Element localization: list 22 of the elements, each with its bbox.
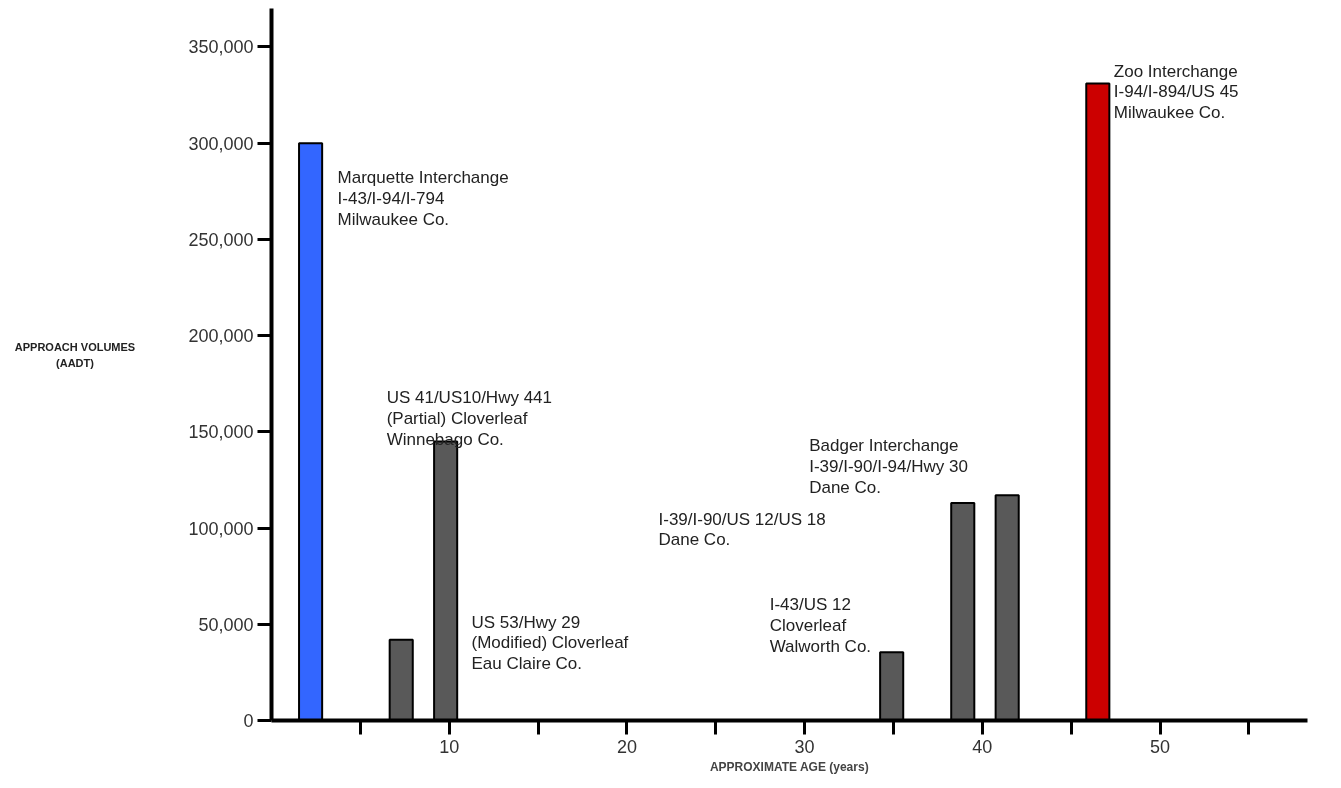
annotation: US 41/US10/Hwy 441 (Partial) Cloverleaf Winnebago Co. (386, 388, 553, 450)
x-axis-title: APPROXIMATE AGE (years) (709, 759, 869, 774)
y-tick-label: 250,000 (188, 229, 254, 250)
annotation: US 53/Hwy 29 (Modified) Cloverleaf Eau Claire Co. (471, 612, 629, 674)
x-tick-label: 10 (439, 736, 460, 757)
y-tick-label: 350,000 (188, 37, 254, 58)
x-tick-label: 20 (616, 736, 637, 757)
x-tick-label: 30 (794, 736, 815, 757)
y-tick-label: 0 (243, 711, 254, 731)
x-tick-label: 50 (1150, 736, 1171, 757)
annotation: Marquette Interchange I-43/I-94/I-794 Milwaukee Co. (337, 168, 509, 229)
y-tick-label: 50,000 (198, 614, 254, 635)
y-tick-label: 200,000 (188, 326, 254, 347)
annotation: I-43/US 12 Cloverleaf Walworth Co. (769, 595, 872, 656)
annotation: Zoo Interchange I-94/I-894/US 45 Milwaukee Co. (1113, 61, 1239, 123)
y-tick-label: 100,000 (188, 518, 254, 539)
annotation: Badger Interchange I-39/I-90/I-94/Hwy 30 Dane Co. (809, 436, 968, 498)
text: APPROACH VOLUMES (AADT) (14, 340, 136, 371)
annotation: I-39/I-90/US 12/US 18 Dane Co. (658, 509, 826, 550)
x-tick-label: 40 (972, 736, 993, 757)
y-tick-label: 150,000 (188, 422, 254, 443)
y-tick-label: 300,000 (188, 133, 254, 154)
